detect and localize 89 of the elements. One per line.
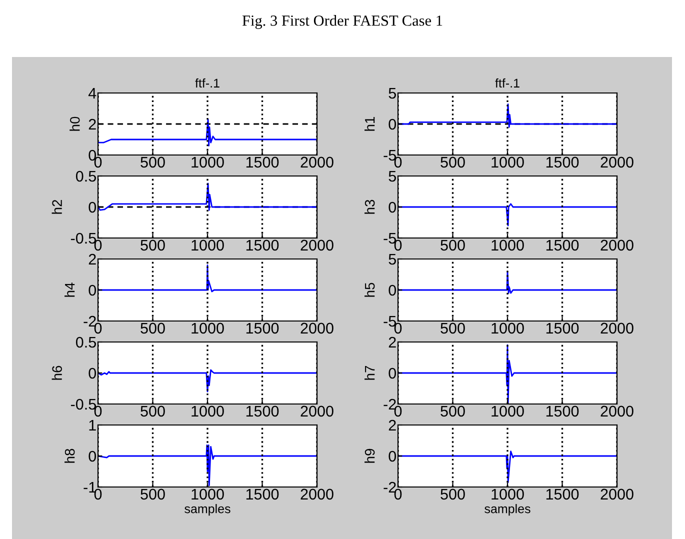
x-tick-label: 2000	[600, 156, 634, 168]
x-tick-label: 1000	[192, 322, 224, 334]
y-tick-label: -2	[384, 398, 396, 410]
y-tick-label: 2	[388, 336, 396, 348]
y-tick-label: 0	[388, 450, 396, 462]
y-axis-title: h3	[364, 200, 375, 214]
x-tick-label: 1500	[546, 322, 579, 334]
x-tick-label: 1500	[246, 488, 279, 500]
x-tick-label: 500	[440, 406, 465, 417]
line-series	[98, 369, 317, 392]
x-tick-label: 2000	[600, 240, 634, 251]
line-series	[398, 344, 617, 404]
x-tick-label: 1500	[546, 240, 579, 251]
y-tick-label: 1	[89, 420, 96, 431]
y-tick-label: 5	[388, 171, 396, 182]
y-tick-label: 0	[88, 368, 96, 379]
x-tick-label: 1500	[246, 406, 279, 417]
x-tick-label: 1500	[546, 156, 579, 168]
y-tick-label: 2	[88, 254, 96, 265]
y-axis-title: h4	[64, 282, 75, 297]
y-tick-label: 0.5	[76, 336, 96, 348]
y-tick-label: 0	[388, 202, 396, 213]
x-tick-label: 1000	[492, 406, 524, 417]
y-tick-label: -0.5	[70, 232, 96, 244]
y-axis-title: h6	[52, 366, 62, 380]
y-tick-label: 2	[88, 118, 96, 130]
y-tick-label: 0	[88, 450, 96, 462]
y-tick-label: 0	[388, 368, 396, 379]
y-tick-label: 0	[388, 284, 396, 296]
chart-title: ftf-.1	[195, 78, 220, 88]
chart-title: ftf-.1	[495, 78, 520, 88]
y-tick-label: -5	[384, 233, 396, 244]
y-tick-label: -5	[384, 316, 396, 327]
x-axis-title: samples	[484, 504, 530, 516]
x-tick-label: 1000	[492, 488, 524, 500]
y-tick-label: 0	[88, 150, 96, 161]
y-axis-title: h2	[52, 200, 62, 214]
x-tick-label: 1500	[546, 488, 579, 500]
x-tick-label: 1500	[246, 156, 279, 168]
y-axis-title: h9	[364, 448, 375, 463]
y-tick-label: -1	[84, 482, 96, 493]
x-tick-label: 500	[440, 488, 465, 500]
x-tick-label: 2000	[600, 406, 634, 417]
x-tick-label: 1000	[492, 240, 524, 251]
x-tick-label: 500	[440, 240, 465, 251]
y-tick-label: 0	[88, 202, 96, 213]
x-axis-title: samples	[184, 504, 230, 516]
x-tick-label: 1000	[192, 156, 224, 168]
y-tick-label: -2	[84, 316, 96, 327]
x-tick-label: 1000	[192, 406, 224, 417]
y-axis-title: h5	[364, 282, 375, 297]
caption: Fig. 3 First Order FAEST Case 1	[242, 15, 442, 29]
y-axis-title: h0	[70, 116, 80, 131]
y-tick-label: 0	[388, 118, 396, 130]
x-tick-label: 2000	[300, 240, 334, 251]
y-tick-label: -2	[384, 482, 396, 493]
x-tick-label: 2000	[300, 406, 334, 417]
x-tick-label: 500	[140, 322, 165, 334]
x-tick-label: 2000	[600, 488, 634, 500]
y-tick-label: -0.5	[70, 398, 96, 410]
x-tick-label: 1500	[246, 322, 279, 334]
y-axis-title: h7	[364, 366, 375, 380]
y-tick-label: 4	[88, 88, 96, 99]
x-tick-label: 500	[140, 156, 165, 168]
x-tick-label: 2000	[300, 322, 334, 334]
y-axis-title: h8	[64, 448, 75, 463]
line-series	[98, 182, 317, 211]
x-tick-label: 1500	[546, 406, 579, 417]
x-tick-label: 2000	[300, 156, 334, 168]
x-tick-label: 500	[140, 488, 165, 500]
x-tick-label: 2000	[600, 322, 634, 334]
x-tick-label: 500	[140, 406, 165, 417]
x-tick-label: 2000	[300, 488, 334, 500]
line-series	[98, 118, 317, 146]
y-tick-label: -5	[384, 150, 396, 161]
x-tick-label: 1000	[192, 488, 224, 500]
y-tick-label: 2	[388, 420, 396, 431]
y-tick-label: 0	[88, 284, 96, 296]
y-tick-label: 0.5	[76, 170, 96, 182]
x-tick-label: 500	[440, 322, 465, 334]
x-tick-label: 500	[440, 156, 465, 168]
x-tick-label: 500	[140, 240, 165, 251]
x-tick-label: 1000	[492, 156, 524, 168]
y-tick-label: 5	[388, 254, 396, 265]
y-axis-title: h1	[364, 116, 375, 131]
x-tick-label: 1000	[492, 322, 524, 334]
x-tick-label: 1500	[246, 240, 279, 251]
y-tick-label: 5	[388, 88, 396, 99]
x-tick-label: 1000	[192, 240, 224, 251]
